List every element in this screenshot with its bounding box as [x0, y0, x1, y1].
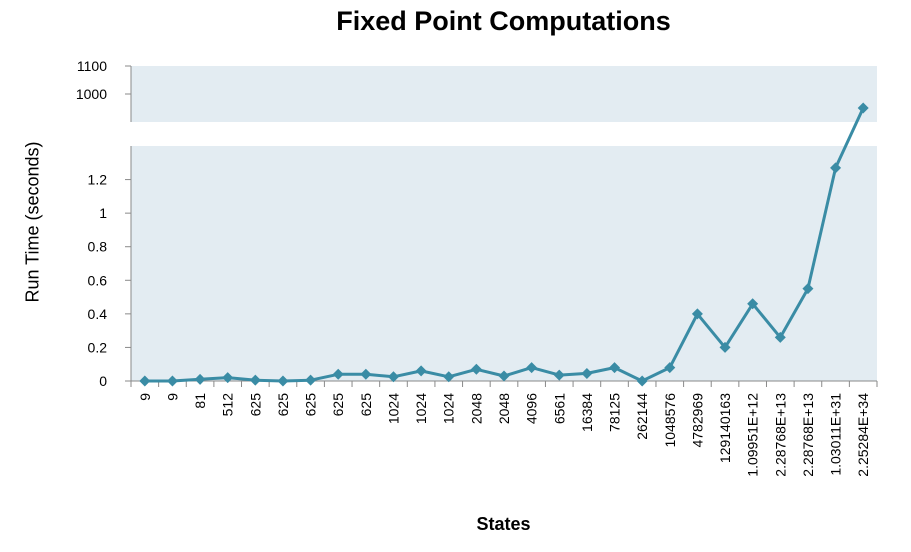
- x-tick-label: 262144: [634, 393, 650, 440]
- x-tick-label: 78125: [607, 393, 623, 432]
- x-tick-label: 9: [164, 393, 180, 401]
- plot-background-upper: [131, 66, 877, 122]
- x-tick-label: 625: [247, 393, 263, 417]
- chart-title: Fixed Point Computations: [336, 6, 671, 36]
- plot-background-lower: [131, 146, 877, 381]
- data-point: [194, 373, 206, 385]
- x-tick-label: 6561: [551, 393, 567, 424]
- x-tick-label: 512: [220, 393, 236, 417]
- y-tick-label: 0.6: [88, 272, 108, 288]
- data-point: [581, 367, 593, 379]
- y-tick-label: 1000: [76, 86, 107, 102]
- series-run-time: [139, 102, 869, 387]
- x-tick-label: 16384: [579, 393, 595, 432]
- x-tick-label: 2.28768E+13: [772, 393, 788, 477]
- data-point: [415, 365, 427, 377]
- y-tick-label: 1: [99, 205, 107, 221]
- x-tick-label: 2.25284E+34: [855, 393, 871, 477]
- data-point: [664, 362, 676, 374]
- data-point: [774, 331, 786, 343]
- x-tick-label: 625: [303, 393, 319, 417]
- y-tick-label: 0: [99, 373, 107, 389]
- x-tick-label: 1.09951E+12: [745, 393, 761, 477]
- data-point: [526, 362, 538, 374]
- data-point: [277, 375, 289, 387]
- data-point: [802, 283, 814, 295]
- data-point: [719, 341, 731, 353]
- data-point: [139, 375, 151, 387]
- data-point: [857, 102, 869, 114]
- x-tick-label: 625: [275, 393, 291, 417]
- x-tick-labels: 9 9 81 512 625 625 625 625 625 1024 1024 1024 2048 20…: [137, 393, 871, 477]
- data-point: [636, 375, 648, 387]
- x-tick-label: 1024: [385, 393, 401, 424]
- x-axis-title: States: [476, 514, 531, 534]
- data-point: [332, 368, 344, 380]
- data-point: [747, 298, 759, 310]
- y-tick-label: 0.2: [88, 339, 108, 355]
- x-tick-label: 1048576: [662, 393, 678, 448]
- data-point: [553, 369, 565, 381]
- data-point: [498, 370, 510, 382]
- x-tick-label: 1.03011E+31: [828, 393, 844, 476]
- data-point: [609, 362, 621, 374]
- x-tick-label: 2048: [468, 393, 484, 424]
- x-tick-label: 81: [192, 393, 208, 409]
- y-tick-label: 0.4: [88, 306, 108, 322]
- data-point: [305, 374, 317, 386]
- x-tick-label: 4782969: [689, 393, 705, 448]
- y-tick-label: 0.8: [88, 239, 108, 255]
- data-point: [387, 371, 399, 383]
- x-tick-label: 9: [137, 393, 153, 401]
- data-point: [470, 363, 482, 375]
- x-tick-label: 625: [358, 393, 374, 417]
- data-point: [691, 308, 703, 320]
- x-tick-label: 129140163: [717, 393, 733, 463]
- y-tick-label: 1100: [77, 58, 107, 74]
- x-tick-label: 1024: [441, 393, 457, 424]
- x-tick-label: 2.28768E+13: [800, 393, 816, 477]
- x-tick-label: 1024: [413, 393, 429, 424]
- x-tick-label: 2048: [496, 393, 512, 424]
- plot-area-background: [131, 66, 877, 381]
- y-tick-label: 1.2: [88, 172, 108, 188]
- data-point: [166, 375, 178, 387]
- x-tick-label: 4096: [524, 393, 540, 424]
- y-tick-labels: 0 0.2 0.4 0.6 0.8 1 1.2 1000 1100: [76, 58, 107, 389]
- data-point: [830, 162, 842, 174]
- data-point: [360, 368, 372, 380]
- data-point: [443, 371, 455, 383]
- x-tick-label: 625: [330, 393, 346, 417]
- data-point: [249, 374, 261, 386]
- data-point: [222, 372, 234, 384]
